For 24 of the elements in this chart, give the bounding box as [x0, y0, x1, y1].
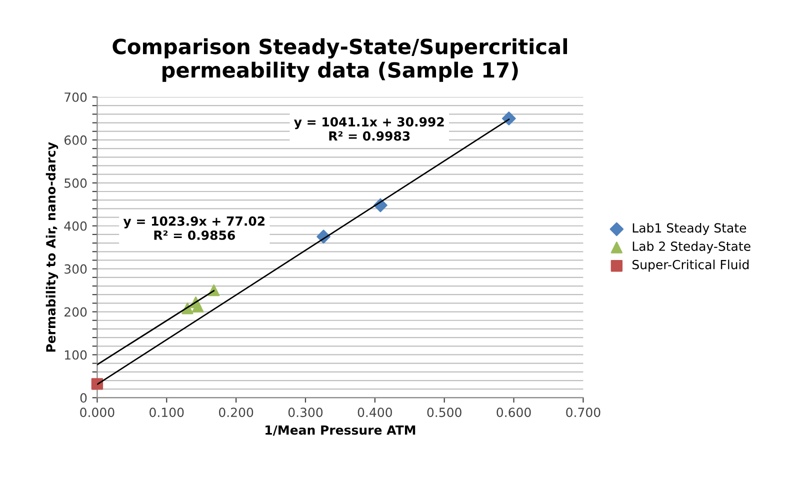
legend-label: Lab1 Steady State: [632, 222, 746, 236]
annotation: y = 1041.1x + 30.992 R² = 0.9983: [294, 117, 444, 141]
legend-label: Super-Critical Fluid: [632, 260, 749, 272]
x-tick-label: 0.600: [496, 408, 531, 418]
y-tick-label: 700: [64, 92, 87, 102]
x-tick-label: 0.500: [427, 408, 462, 418]
x-tick-label: 0.300: [288, 408, 323, 418]
y-tick-label: 0: [80, 393, 87, 403]
x-tick-label: 0.200: [218, 408, 254, 418]
x-tick-label: 0.100: [150, 408, 184, 418]
y-tick-label: 300: [64, 264, 87, 274]
y-tick-label: 200: [64, 307, 87, 317]
y-tick-label: 400: [64, 221, 87, 231]
y-axis-title: Permability to Air, nano-darcy: [46, 142, 58, 352]
x-tick-label: 0.700: [566, 408, 600, 418]
chart-title: Comparison Steady-State/Supercritical permeability data (Sample 17): [112, 38, 567, 82]
legend-label: Lab 2 Steday-State: [632, 241, 750, 254]
x-axis-title: 1/Mean Pressure ATM: [266, 425, 416, 436]
x-tick-label: 0.000: [80, 408, 114, 418]
annotation: y = 1023.9x + 77.02 R² = 0.9856: [123, 216, 264, 240]
x-tick-label: 0.400: [358, 408, 392, 418]
y-tick-label: 100: [64, 350, 87, 360]
y-tick-label: 600: [64, 135, 87, 145]
y-tick-label: 500: [64, 178, 87, 188]
